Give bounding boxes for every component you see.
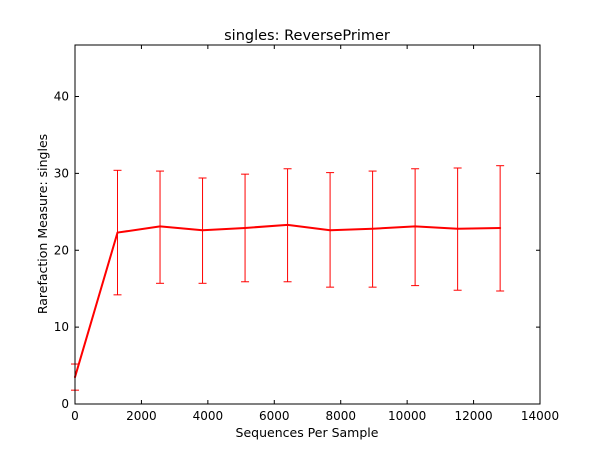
data-point (414, 225, 417, 228)
data-point (286, 223, 289, 226)
x-tick-label: 10000 (388, 409, 426, 423)
data-point (116, 231, 119, 234)
x-tick-label: 2000 (126, 409, 157, 423)
x-tick-label: 12000 (454, 409, 492, 423)
x-tick-label: 6000 (259, 409, 290, 423)
chart-title: singles: ReversePrimer (224, 28, 390, 44)
plot-frame (74, 44, 541, 405)
x-tick-label: 14000 (521, 409, 559, 423)
data-point (244, 226, 247, 229)
data-point (456, 227, 459, 230)
y-tick-label: 10 (54, 320, 69, 334)
y-axis-label: Rarefaction Measure: singles (35, 134, 50, 314)
y-tick-label: 0 (61, 397, 69, 411)
x-tick-labels: 0 2000 4000 6000 8000 10000 12000 14000 (71, 409, 559, 423)
x-tick-label: 4000 (193, 409, 224, 423)
y-tick-label: 30 (54, 166, 69, 180)
data-point (201, 229, 204, 232)
x-axis-label: Sequences Per Sample (236, 425, 379, 440)
x-tick-label: 8000 (325, 409, 356, 423)
y-tick-label: 40 (54, 90, 69, 104)
plot-background (75, 45, 540, 404)
data-point (329, 229, 332, 232)
y-tick-labels: 0 10 20 30 40 (54, 90, 69, 411)
y-tick-label: 20 (54, 243, 69, 257)
data-point (159, 225, 162, 228)
data-point (499, 226, 502, 229)
x-tick-label: 0 (71, 409, 79, 423)
data-point (371, 227, 374, 230)
